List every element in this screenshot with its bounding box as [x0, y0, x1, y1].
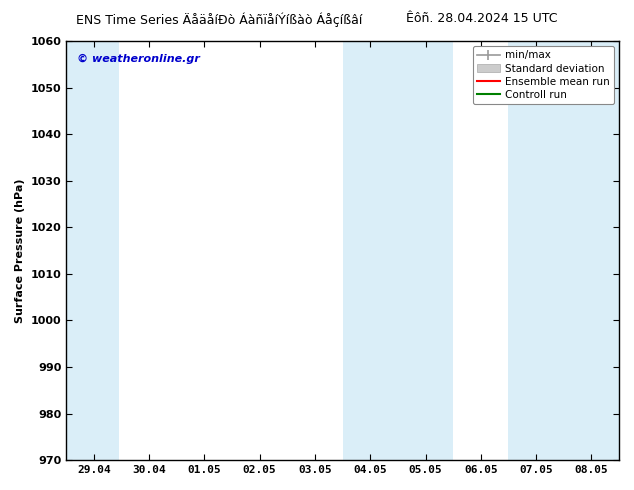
Text: ENS Time Series ÄåäåíÐò ÁàñïåíÝíßàò Áåçíßâí: ENS Time Series ÄåäåíÐò ÁàñïåíÝíßàò Áåçí… — [76, 12, 363, 27]
Text: © weatheronline.gr: © weatheronline.gr — [77, 53, 200, 64]
Legend: min/max, Standard deviation, Ensemble mean run, Controll run: min/max, Standard deviation, Ensemble me… — [472, 46, 614, 104]
Bar — [508, 41, 619, 460]
Bar — [67, 41, 119, 460]
Bar — [342, 41, 453, 460]
Text: Êôñ. 28.04.2024 15 UTC: Êôñ. 28.04.2024 15 UTC — [406, 12, 558, 25]
Y-axis label: Surface Pressure (hPa): Surface Pressure (hPa) — [15, 178, 25, 323]
